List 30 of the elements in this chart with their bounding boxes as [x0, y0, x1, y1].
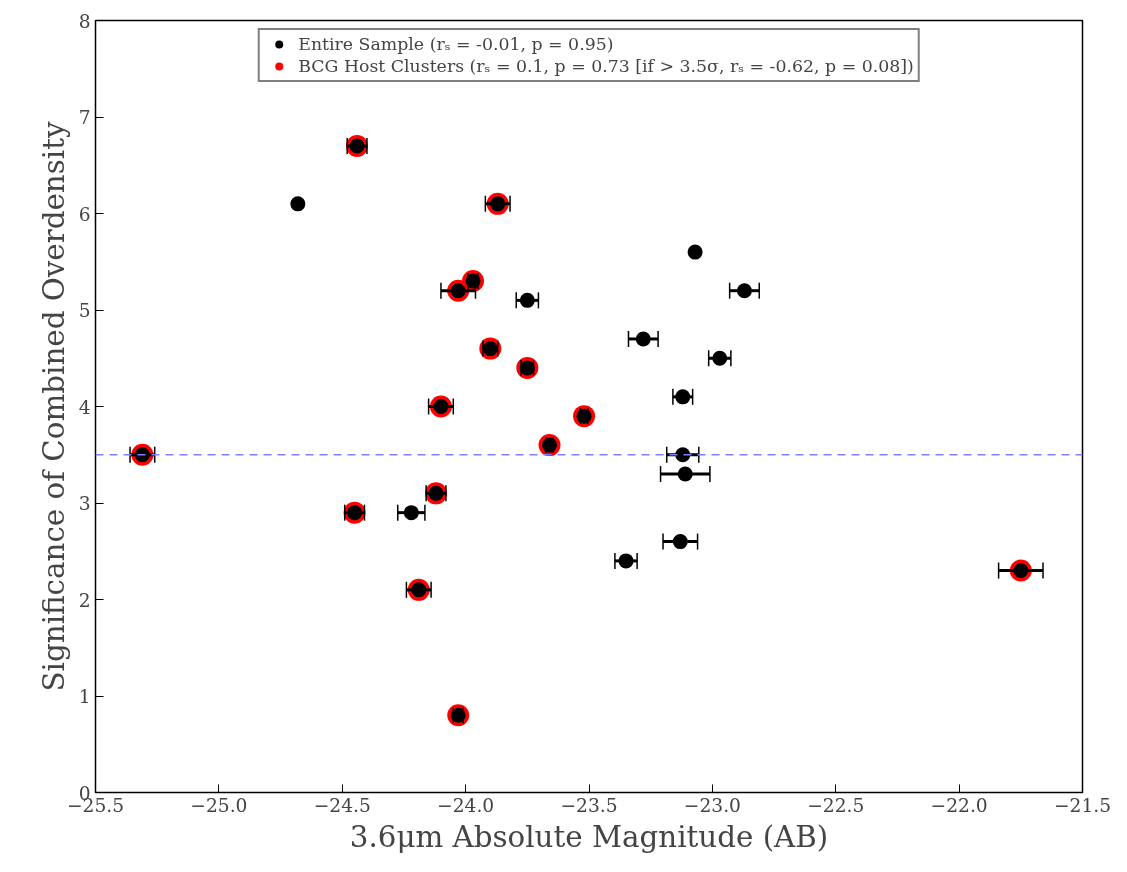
point	[519, 292, 535, 308]
y-tick-label: 5	[78, 300, 91, 321]
point	[712, 350, 728, 366]
point	[736, 283, 752, 299]
y-tick-label: 8	[78, 10, 91, 32]
point	[618, 553, 634, 569]
y-tick-label: 3	[78, 493, 91, 514]
y-tick-label: 2	[78, 589, 91, 611]
legend-label: Entire Sample (rₛ = -0.01, p = 0.95)	[298, 34, 614, 54]
y-tick-label: 4	[78, 396, 91, 418]
x-tick-label: −24.0	[437, 794, 495, 816]
point	[635, 331, 651, 347]
x-tick-label: −23.5	[560, 794, 618, 816]
point	[290, 196, 306, 212]
point	[403, 505, 419, 521]
point	[687, 244, 703, 260]
x-tick-label: −22.5	[807, 794, 865, 816]
x-tick-label: −22.0	[930, 794, 988, 816]
x-tick-label: −24.5	[313, 794, 371, 816]
x-tick-label: −23.0	[683, 794, 741, 816]
y-tick-label: 7	[78, 107, 91, 128]
x-tick-label: −21.5	[1053, 794, 1112, 816]
legend-label: BCG Host Clusters (rₛ = 0.1, p = 0.73 [if > 3.5σ, rₛ = -0.62, p = 0.08])	[298, 56, 914, 76]
y-axis-title: Significance of Combined Overdensity	[36, 121, 71, 692]
y-tick-label: 1	[78, 686, 91, 707]
x-axis-title: 3.6μm Absolute Magnitude (AB)	[349, 819, 829, 854]
x-tick-label: −25.0	[190, 794, 248, 816]
y-tick-label: 6	[78, 203, 91, 225]
point	[672, 534, 688, 550]
point	[677, 466, 693, 482]
